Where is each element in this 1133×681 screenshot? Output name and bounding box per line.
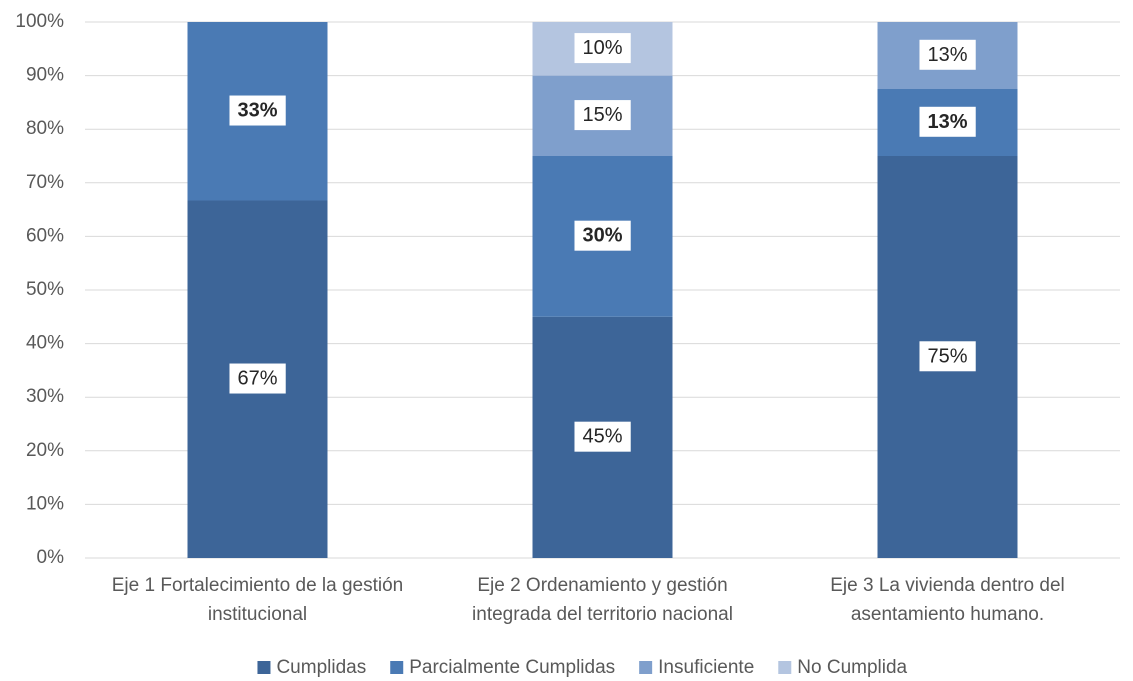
legend-swatch [639, 661, 653, 674]
legend-label: Parcialmente Cumplidas [409, 657, 615, 678]
y-tick-label: 90% [26, 65, 64, 86]
legend-label: Insuficiente [658, 657, 754, 678]
data-label-box [229, 95, 286, 126]
legend-label: No Cumplida [797, 657, 907, 678]
legend-label: Cumplidas [276, 657, 366, 678]
data-label-box [574, 33, 631, 64]
data-label-box [919, 39, 976, 70]
y-tick-label: 20% [26, 440, 64, 461]
y-tick-label: 50% [26, 279, 64, 300]
data-label-box [574, 100, 631, 131]
data-label-box [919, 106, 976, 137]
legend-swatch [390, 661, 404, 674]
x-tick-label-line: integrada del territorio nacional [472, 604, 733, 625]
data-label-box [229, 363, 286, 394]
y-tick-label: 100% [15, 11, 64, 32]
y-tick-label: 0% [37, 547, 65, 568]
x-tick-label-line: Eje 2 Ordenamiento y gestión [477, 575, 727, 596]
legend-item: No Cumplida [778, 657, 908, 678]
data-label: 13% [927, 44, 967, 66]
x-tick-label-line: Eje 1 Fortalecimiento de la gestión [112, 575, 404, 596]
y-tick-label: 80% [26, 118, 64, 139]
data-label-box [574, 421, 631, 452]
data-label: 10% [582, 37, 622, 59]
x-tick-label-line: asentamiento humano. [851, 604, 1044, 625]
legend-item: Cumplidas [257, 657, 366, 678]
legend-swatch [257, 661, 271, 674]
data-label: 45% [582, 426, 622, 448]
legend-item: Parcialmente Cumplidas [390, 657, 615, 678]
x-tick-label-line: institucional [208, 604, 307, 625]
y-tick-label: 40% [26, 333, 64, 354]
data-label: 75% [927, 345, 967, 367]
y-tick-label: 70% [26, 172, 64, 193]
y-tick-label: 60% [26, 225, 64, 246]
x-tick-label: Eje 2 Ordenamiento y gestión integrada de… [472, 575, 733, 625]
data-label-box [574, 220, 631, 251]
legend-swatch [778, 661, 792, 674]
y-tick-label: 10% [26, 493, 64, 514]
data-label: 15% [582, 104, 622, 126]
legend-item: Insuficiente [639, 657, 754, 678]
y-tick-label: 30% [26, 386, 64, 407]
x-tick-label: Eje 1 Fortalecimiento de la gestión insti… [112, 575, 404, 625]
data-label: 30% [582, 225, 622, 247]
data-label: 67% [237, 368, 277, 390]
x-tick-label-line: Eje 3 La vivienda dentro del [830, 575, 1065, 596]
data-label: 33% [237, 100, 277, 122]
data-label-box [919, 341, 976, 372]
data-label: 13% [927, 111, 967, 133]
x-tick-label: Eje 3 La vivienda dentro del asentamiento… [830, 575, 1065, 625]
